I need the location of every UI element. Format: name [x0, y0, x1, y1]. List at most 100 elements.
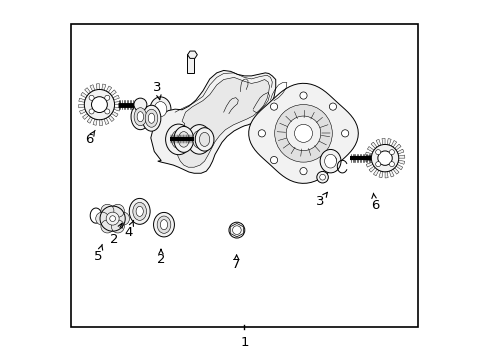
Circle shape: [106, 212, 119, 225]
Circle shape: [388, 162, 394, 167]
Wedge shape: [106, 86, 111, 93]
Circle shape: [89, 109, 94, 114]
Wedge shape: [99, 120, 102, 126]
Circle shape: [111, 204, 124, 217]
Wedge shape: [108, 115, 114, 122]
Bar: [71, 24, 417, 327]
Wedge shape: [114, 107, 120, 111]
Bar: [187, 54, 194, 73]
Circle shape: [388, 150, 394, 155]
Circle shape: [274, 104, 332, 162]
Wedge shape: [396, 149, 403, 154]
Circle shape: [116, 212, 129, 225]
Circle shape: [109, 216, 115, 221]
Circle shape: [377, 151, 391, 165]
Circle shape: [285, 116, 320, 150]
Ellipse shape: [324, 154, 336, 168]
Ellipse shape: [320, 149, 340, 173]
Circle shape: [299, 92, 306, 99]
Ellipse shape: [171, 130, 185, 149]
Text: 3: 3: [315, 192, 327, 208]
Ellipse shape: [129, 198, 150, 224]
Wedge shape: [365, 152, 371, 156]
Text: 6: 6: [370, 193, 378, 212]
Ellipse shape: [153, 212, 174, 237]
Ellipse shape: [160, 220, 167, 230]
Wedge shape: [87, 117, 92, 123]
Circle shape: [232, 226, 241, 234]
Ellipse shape: [136, 206, 143, 216]
Wedge shape: [80, 109, 86, 114]
Text: 2: 2: [110, 223, 122, 246]
Circle shape: [89, 95, 94, 100]
Wedge shape: [113, 95, 119, 100]
Circle shape: [101, 204, 114, 217]
Ellipse shape: [187, 125, 211, 154]
Circle shape: [319, 174, 325, 180]
Ellipse shape: [174, 126, 193, 152]
Ellipse shape: [137, 112, 143, 122]
Wedge shape: [370, 142, 376, 148]
Circle shape: [294, 124, 312, 142]
Wedge shape: [110, 90, 116, 96]
Ellipse shape: [157, 216, 170, 233]
Circle shape: [270, 157, 277, 164]
Text: 7: 7: [232, 255, 240, 271]
Circle shape: [104, 95, 110, 100]
Ellipse shape: [165, 124, 191, 155]
Text: 4: 4: [124, 220, 133, 239]
Circle shape: [134, 98, 146, 111]
Text: 1: 1: [240, 336, 248, 349]
Text: 6: 6: [84, 130, 95, 146]
Wedge shape: [81, 93, 87, 98]
Wedge shape: [373, 169, 378, 176]
Circle shape: [96, 212, 108, 225]
Wedge shape: [386, 139, 390, 145]
Polygon shape: [187, 51, 197, 58]
Circle shape: [375, 150, 380, 155]
Circle shape: [91, 97, 107, 113]
Wedge shape: [378, 171, 382, 178]
Text: 2: 2: [157, 249, 165, 266]
Circle shape: [370, 144, 398, 172]
Circle shape: [258, 130, 265, 137]
Wedge shape: [114, 102, 120, 105]
Text: 5: 5: [94, 244, 102, 263]
Wedge shape: [366, 147, 373, 152]
Polygon shape: [150, 71, 275, 173]
Circle shape: [329, 157, 336, 164]
Wedge shape: [79, 98, 85, 102]
Wedge shape: [398, 155, 404, 158]
Ellipse shape: [131, 104, 149, 130]
Wedge shape: [102, 84, 106, 90]
Wedge shape: [365, 158, 371, 161]
Ellipse shape: [134, 108, 146, 126]
Circle shape: [228, 222, 244, 238]
Wedge shape: [397, 160, 404, 164]
Circle shape: [341, 130, 348, 137]
Ellipse shape: [145, 109, 158, 127]
Wedge shape: [394, 144, 400, 150]
Ellipse shape: [195, 128, 214, 151]
Circle shape: [84, 90, 114, 120]
Ellipse shape: [199, 132, 209, 147]
Wedge shape: [82, 113, 88, 120]
Wedge shape: [375, 139, 380, 146]
Wedge shape: [384, 172, 387, 178]
Wedge shape: [79, 105, 84, 108]
Circle shape: [111, 220, 124, 233]
Circle shape: [375, 162, 380, 167]
Ellipse shape: [192, 131, 206, 148]
Polygon shape: [248, 83, 358, 183]
Circle shape: [270, 103, 277, 110]
Circle shape: [316, 171, 327, 183]
Wedge shape: [390, 140, 396, 147]
Wedge shape: [381, 138, 384, 145]
Wedge shape: [90, 85, 95, 91]
Wedge shape: [84, 88, 90, 94]
Ellipse shape: [154, 102, 166, 117]
Wedge shape: [96, 84, 99, 90]
Circle shape: [104, 109, 110, 114]
Circle shape: [299, 167, 306, 175]
Ellipse shape: [178, 132, 189, 147]
